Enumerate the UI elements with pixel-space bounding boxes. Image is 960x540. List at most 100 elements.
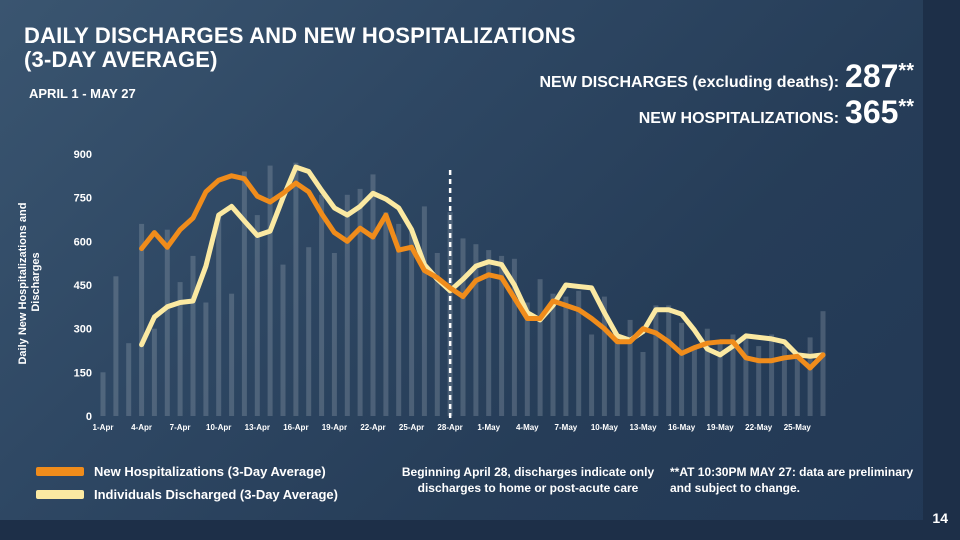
series-lines bbox=[139, 164, 826, 371]
y-axis-label-line-1: Daily New Hospitalizations and bbox=[17, 203, 29, 365]
legend-swatch-discharges bbox=[36, 490, 84, 499]
daily-bar bbox=[100, 372, 106, 416]
daily-bar bbox=[781, 346, 787, 416]
legend-item-discharges: Individuals Discharged (3-Day Average) bbox=[36, 483, 338, 506]
daily-bar bbox=[113, 276, 119, 416]
daily-bar bbox=[177, 282, 183, 416]
legend-swatch-hospitalizations bbox=[36, 467, 84, 476]
daily-bar bbox=[666, 305, 672, 416]
x-tick-label: 1-May bbox=[477, 423, 500, 432]
daily-bar bbox=[254, 215, 260, 416]
daily-bar bbox=[241, 171, 247, 416]
y-axis-label: Daily New Hospitalizations and Discharge… bbox=[17, 199, 42, 364]
daily-bar bbox=[601, 296, 607, 416]
daily-bar bbox=[730, 334, 736, 416]
daily-bar bbox=[267, 165, 273, 416]
daily-bar bbox=[319, 194, 325, 416]
daily-bar bbox=[563, 296, 569, 416]
discharges-stat-value: 287 bbox=[845, 58, 899, 94]
x-tick-label: 25-May bbox=[784, 423, 812, 432]
daily-bar bbox=[383, 212, 389, 416]
y-tick-label: 150 bbox=[74, 367, 92, 379]
chart-legend: New Hospitalizations (3-Day Average) Ind… bbox=[36, 460, 338, 506]
daily-bar bbox=[717, 340, 723, 416]
daily-bar bbox=[679, 322, 685, 416]
x-tick-label: 7-May bbox=[555, 423, 578, 432]
daily-bar bbox=[190, 255, 196, 416]
discharges-stat-label: NEW DISCHARGES (excluding deaths): bbox=[539, 74, 840, 91]
title-line-2: (3-DAY AVERAGE) bbox=[24, 47, 218, 72]
date-range-subtitle: APRIL 1 - MAY 27 bbox=[29, 86, 136, 101]
daily-bar bbox=[589, 334, 595, 416]
daily-bar bbox=[203, 302, 209, 416]
y-tick-label: 300 bbox=[74, 324, 92, 336]
daily-bar bbox=[794, 354, 800, 416]
legend-label-discharges: Individuals Discharged (3-Day Average) bbox=[94, 487, 338, 502]
daily-bar bbox=[627, 319, 633, 416]
daily-bar bbox=[293, 162, 299, 416]
x-tick-label: 16-Apr bbox=[283, 423, 308, 432]
daily-bar bbox=[229, 293, 235, 416]
daily-bar bbox=[614, 340, 620, 416]
x-tick-label: 28-Apr bbox=[437, 423, 462, 432]
hospitalizations-stat-value: 365 bbox=[845, 94, 899, 130]
y-tick-label: 900 bbox=[74, 149, 92, 161]
y-axis-ticks: 0 150 300 450 600 750 900 bbox=[74, 149, 92, 423]
daily-bars bbox=[100, 162, 826, 416]
x-tick-label: 4-May bbox=[516, 423, 539, 432]
daily-bar bbox=[807, 337, 813, 416]
x-tick-label: 16-May bbox=[668, 423, 696, 432]
daily-bar bbox=[499, 255, 505, 416]
page-number: 14 bbox=[932, 510, 948, 526]
daily-bar bbox=[409, 229, 415, 416]
discharges-stat: NEW DISCHARGES (excluding deaths): 287 *… bbox=[539, 58, 914, 95]
daily-bar bbox=[576, 290, 582, 416]
hospitalizations-stat: NEW HOSPITALIZATIONS: 365 ** bbox=[639, 94, 914, 131]
x-tick-label: 1-Apr bbox=[93, 423, 114, 432]
daily-bar bbox=[280, 264, 286, 416]
daily-bar bbox=[434, 253, 440, 416]
x-tick-label: 22-May bbox=[745, 423, 773, 432]
daily-bar bbox=[421, 206, 427, 416]
x-tick-label: 7-Apr bbox=[170, 423, 191, 432]
legend-label-hospitalizations: New Hospitalizations (3-Day Average) bbox=[94, 464, 326, 479]
daily-bar bbox=[820, 311, 826, 416]
daily-bar bbox=[460, 238, 466, 416]
hospitalizations-stat-asterisks: ** bbox=[898, 96, 914, 118]
hospitalizations-stat-label: NEW HOSPITALIZATIONS: bbox=[638, 110, 840, 127]
title-line-1: DAILY DISCHARGES AND NEW HOSPITALIZATION… bbox=[24, 23, 576, 48]
daily-bar bbox=[769, 334, 775, 416]
bottom-edge-bar bbox=[0, 520, 960, 540]
daily-bar bbox=[524, 302, 530, 416]
x-tick-label: 19-May bbox=[707, 423, 735, 432]
y-axis-label-line-2: Discharges bbox=[30, 252, 42, 311]
daily-bar bbox=[164, 229, 170, 416]
preliminary-data-note: **AT 10:30PM MAY 27: data are preliminar… bbox=[670, 465, 914, 495]
right-edge-bar bbox=[923, 0, 960, 540]
daily-bar bbox=[370, 174, 376, 416]
daily-bar bbox=[486, 250, 492, 416]
x-tick-label: 13-Apr bbox=[245, 423, 270, 432]
x-axis-ticks: 1-Apr 4-Apr 7-Apr 10-Apr 13-Apr 16-Apr 19-Apr 2… bbox=[93, 423, 812, 432]
daily-bar bbox=[396, 223, 402, 416]
daily-bar bbox=[216, 215, 222, 416]
legend-item-hospitalizations: New Hospitalizations (3-Day Average) bbox=[36, 460, 338, 483]
hospitalizations-line bbox=[139, 173, 826, 371]
discharges-stat-asterisks: ** bbox=[898, 60, 914, 82]
x-tick-label: 19-Apr bbox=[322, 423, 347, 432]
daily-bar bbox=[550, 293, 556, 416]
daily-bar bbox=[151, 328, 157, 416]
discharges-line bbox=[139, 164, 826, 359]
daily-bar bbox=[139, 223, 145, 416]
discharge-definition-note: Beginning April 28, discharges indicate … bbox=[401, 465, 655, 495]
daily-bar bbox=[653, 305, 659, 416]
daily-bar bbox=[473, 244, 479, 416]
daily-bar bbox=[691, 346, 697, 416]
y-tick-label: 0 bbox=[86, 411, 92, 423]
daily-bar bbox=[537, 279, 543, 416]
y-tick-label: 450 bbox=[74, 280, 92, 292]
daily-bar bbox=[640, 352, 646, 416]
x-tick-label: 13-May bbox=[629, 423, 657, 432]
